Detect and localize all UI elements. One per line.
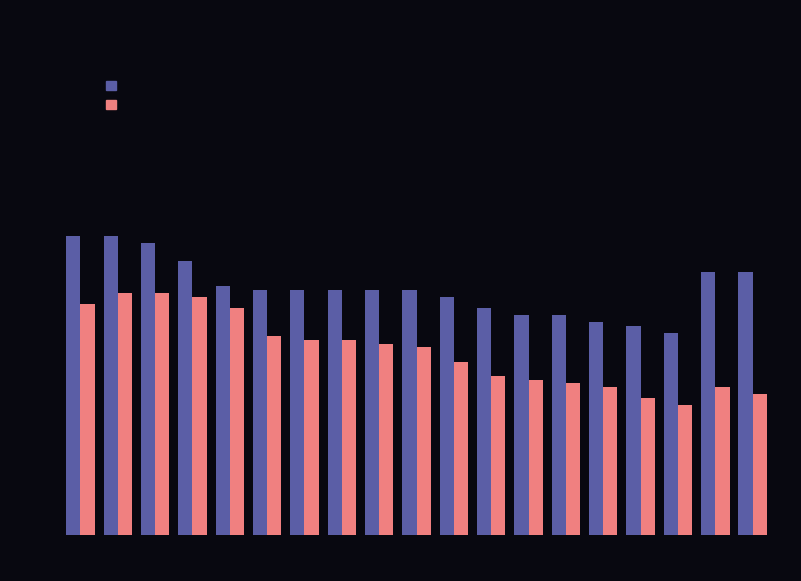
Bar <box>342 340 356 535</box>
Bar <box>155 293 169 535</box>
Bar <box>328 289 342 535</box>
Bar <box>304 340 319 535</box>
Bar <box>641 397 655 535</box>
Bar <box>141 243 155 535</box>
Bar <box>566 383 580 535</box>
Bar <box>66 235 80 535</box>
Bar <box>589 322 603 535</box>
Bar <box>603 387 618 535</box>
Bar <box>491 376 505 535</box>
Bar <box>678 405 692 535</box>
Bar <box>253 289 267 535</box>
Bar <box>701 271 715 535</box>
Bar <box>290 289 304 535</box>
Bar <box>514 315 529 535</box>
Bar <box>664 333 678 535</box>
Bar <box>454 361 468 535</box>
Bar <box>739 271 753 535</box>
Bar <box>440 297 454 535</box>
Bar <box>178 261 192 535</box>
Bar <box>626 325 641 535</box>
Bar <box>417 347 431 535</box>
Bar <box>715 387 730 535</box>
Bar <box>215 286 230 535</box>
Bar <box>80 304 95 535</box>
Bar <box>379 343 393 535</box>
Bar <box>365 289 379 535</box>
Bar <box>529 379 543 535</box>
Bar <box>402 289 417 535</box>
Bar <box>230 307 244 535</box>
Bar <box>192 297 207 535</box>
Bar <box>477 307 491 535</box>
Bar <box>267 336 281 535</box>
Bar <box>103 235 118 535</box>
Bar <box>552 315 566 535</box>
Bar <box>753 394 767 535</box>
Legend:  ,  : , <box>103 76 134 116</box>
Bar <box>118 293 132 535</box>
